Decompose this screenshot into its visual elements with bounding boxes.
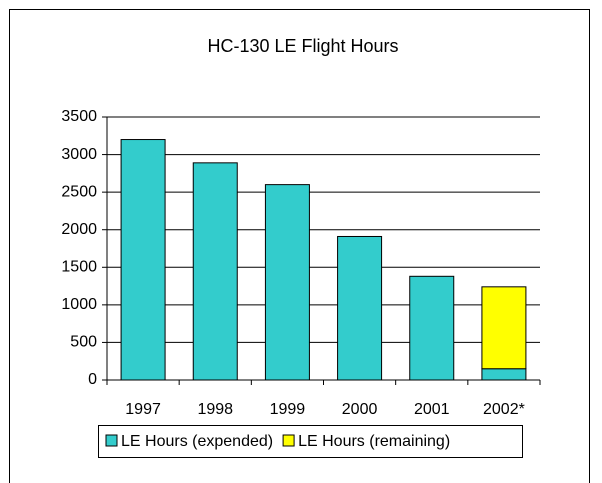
legend-swatch <box>282 434 295 447</box>
bar-segment <box>481 286 527 370</box>
y-tick-label: 0 <box>88 371 97 388</box>
y-tick-label: 1000 <box>61 296 97 313</box>
x-tick-label: 2000 <box>342 401 378 418</box>
bar-segment <box>120 139 166 381</box>
x-tick-label: 2001 <box>414 401 450 418</box>
legend-box <box>98 425 523 458</box>
bar-segment <box>481 368 527 381</box>
x-tick-label: 1997 <box>125 401 161 418</box>
legend-label: LE Hours (remaining) <box>298 433 450 450</box>
y-tick-label: 3000 <box>61 146 97 163</box>
y-tick-label: 2000 <box>61 221 97 238</box>
bar-segment <box>337 235 383 381</box>
y-tick-label: 2500 <box>61 183 97 200</box>
legend-swatch <box>105 434 118 447</box>
bar-segment <box>264 184 310 381</box>
x-tick-label: 2002* <box>483 401 525 418</box>
chart-title: HC-130 LE Flight Hours <box>207 36 398 56</box>
x-tick-label: 1999 <box>270 401 306 418</box>
bar-segment <box>192 162 238 381</box>
y-tick-label: 3500 <box>61 108 97 125</box>
x-tick-label: 1998 <box>197 401 233 418</box>
bar-segment <box>409 275 455 381</box>
y-tick-label: 500 <box>70 334 97 351</box>
legend-label: LE Hours (expended) <box>121 433 273 450</box>
y-tick-label: 1500 <box>61 259 97 276</box>
